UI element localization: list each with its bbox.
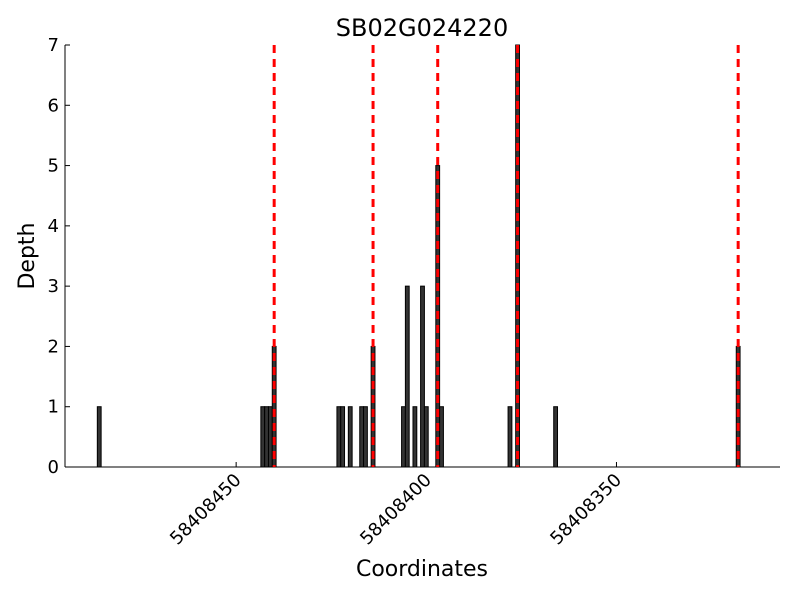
x-axis-label: Coordinates xyxy=(356,557,488,582)
bar xyxy=(423,406,429,468)
bar xyxy=(359,406,365,468)
bar xyxy=(260,406,266,468)
x-tick-label: 58408350 xyxy=(546,470,626,550)
y-tick-label: 6 xyxy=(48,95,59,116)
y-tick-label: 1 xyxy=(48,397,59,418)
y-tick-label: 7 xyxy=(48,35,59,56)
bar xyxy=(420,285,425,468)
x-tick-label: 58408450 xyxy=(166,470,246,550)
bar xyxy=(264,406,269,468)
y-tick-label: 4 xyxy=(48,216,59,237)
bar xyxy=(370,345,376,468)
bar xyxy=(347,406,353,468)
bar xyxy=(439,406,444,468)
y-tick-label: 5 xyxy=(48,156,59,177)
bar xyxy=(735,345,741,468)
bar xyxy=(340,406,346,468)
bar xyxy=(336,406,342,468)
bar xyxy=(507,406,513,468)
y-tick-label: 0 xyxy=(48,457,59,478)
bar xyxy=(267,406,273,468)
bar xyxy=(271,345,277,468)
y-tick-label: 2 xyxy=(48,336,59,357)
x-tick-label: 58408400 xyxy=(356,470,436,550)
chart-title: SB02G024220 xyxy=(336,14,508,42)
bar xyxy=(553,406,559,468)
bar xyxy=(96,406,102,468)
y-axis-label: Depth xyxy=(15,222,40,289)
y-tick-label: 3 xyxy=(48,276,59,297)
bar xyxy=(412,406,418,468)
bar xyxy=(401,406,406,468)
bar xyxy=(363,406,368,468)
bar xyxy=(404,285,410,468)
